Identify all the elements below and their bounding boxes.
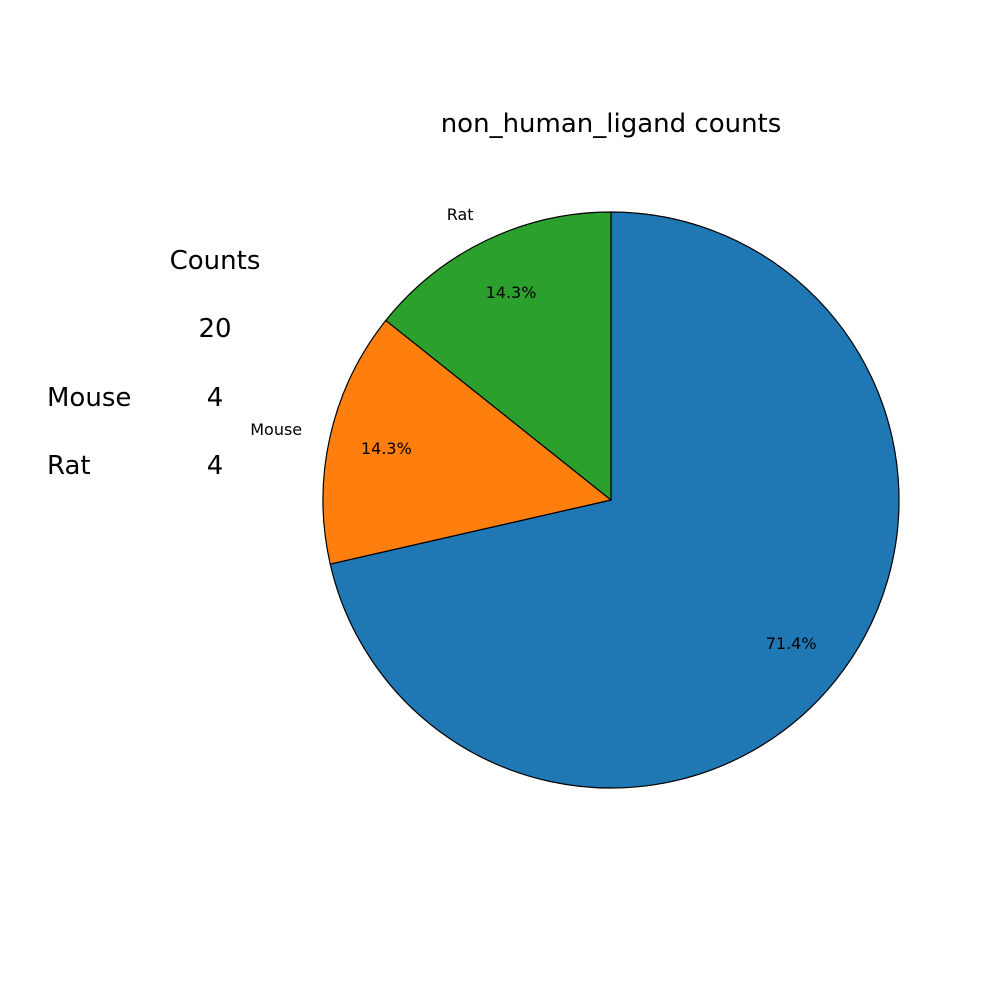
pie-slice-rat bbox=[385, 211, 612, 501]
counts-table: Counts 20 Mouse 4 Rat 4 bbox=[47, 246, 260, 481]
counts-row-value: 20 bbox=[198, 314, 231, 344]
pie-labels: 71.4% 14.3% Mouse 14.3% Rat bbox=[250, 205, 816, 653]
counts-row-label: Mouse bbox=[47, 383, 131, 413]
counts-row-label: Rat bbox=[47, 451, 91, 481]
pie-percent-label: 71.4% bbox=[766, 634, 817, 653]
pie-slice-series-1 bbox=[329, 211, 900, 789]
counts-row-value: 4 bbox=[207, 383, 224, 413]
pie-percent-label: 14.3% bbox=[361, 439, 412, 458]
pie-category-label: Rat bbox=[447, 205, 474, 224]
pie-percent-label: 14.3% bbox=[486, 283, 537, 302]
pie-category-label: Mouse bbox=[250, 420, 302, 439]
chart-title: non_human_ligand counts bbox=[441, 109, 782, 139]
pie-slices bbox=[322, 211, 900, 789]
pie-slice-mouse bbox=[322, 319, 612, 565]
counts-row-value: 4 bbox=[207, 451, 224, 481]
counts-table-header: Counts bbox=[170, 246, 261, 276]
